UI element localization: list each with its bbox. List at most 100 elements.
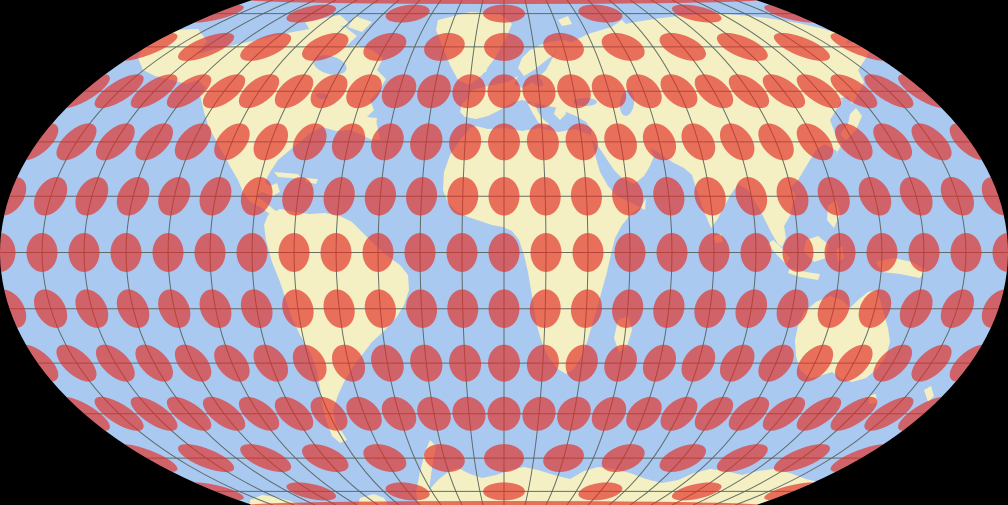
indicatrix-lat0n-lon-15: [446, 233, 478, 272]
indicatrix-lat15n-lon105: [776, 177, 809, 216]
indicatrix-lat45s-lon-135: [166, 396, 212, 431]
indicatrix-lat45n-lon-105: [238, 74, 280, 109]
indicatrix-lat30n-lon-75: [292, 123, 327, 161]
indicatrix-lat45s-lon-90: [274, 396, 314, 431]
indicatrix-lat30s-lon-105: [214, 344, 250, 382]
land-arctic-islands-2: [348, 16, 372, 32]
indicatrix-lat60n-lon60: [601, 32, 645, 61]
indicatrix-lat15s-lon135: [858, 289, 892, 329]
indicatrix-lat30n-lon-30: [410, 123, 443, 161]
indicatrix-lat15s-lon-120: [158, 289, 191, 329]
indicatrix-lat45s-lon120: [762, 396, 806, 431]
land-antarctica-main: [416, 440, 882, 505]
indicatrix-lat0n-lon150: [908, 233, 940, 272]
indicatrix-lat15n-lon165: [940, 177, 975, 216]
indicatrix-lat60n-lon-120: [240, 32, 292, 61]
indicatrix-lat15s-lon-60: [323, 289, 355, 329]
indicatrix-lat45n-lon135: [796, 74, 842, 109]
indicatrix-lat30s-lon30: [565, 344, 598, 382]
lake-hudson-bay: [313, 55, 347, 75]
indicatrix-lat30n-lon-120: [174, 123, 212, 161]
indicatrix-lat60s-lon-120: [240, 444, 292, 473]
indicatrix-lat45s-lon135: [796, 396, 842, 431]
indicatrix-lat45s-lon30: [557, 396, 591, 431]
indicatrix-lat75n-lon-60: [385, 4, 430, 23]
indicatrix-lat60s-lon-150: [178, 444, 235, 473]
indicatrix-lat60s-lon-60: [363, 444, 407, 473]
indicatrix-lat45n-lon-15: [452, 74, 486, 109]
indicatrix-lat15s-lon60: [653, 289, 685, 329]
indicatrix-lat15n-lon15: [529, 177, 561, 216]
indicatrix-lat45s-lon-60: [346, 396, 382, 431]
indicatrix-lat30n-lon-60: [331, 123, 366, 161]
indicatrix-lat0n-lon15: [530, 233, 562, 272]
indicatrix-lat30s-lon165: [911, 344, 952, 382]
indicatrix-lat0n-lon-135: [110, 233, 142, 272]
land-uk: [478, 52, 490, 74]
indicatrix-lat0n-lon-120: [152, 233, 184, 272]
indicatrix-lat75s-lon0: [483, 482, 525, 501]
indicatrix-lat0n-lon-60: [320, 233, 352, 272]
indicatrix-lat30s-lon150: [873, 344, 913, 382]
indicatrix-lat45n-lon-60: [346, 74, 382, 109]
indicatrix-lat45n-lon90: [694, 74, 734, 109]
indicatrix-lat45n-lon-75: [310, 74, 348, 109]
indicatrix-lat15n-lon-120: [158, 177, 191, 216]
indicatrix-lat45s-lon-165: [94, 396, 144, 431]
indicatrix-lat60n-lon-90: [302, 32, 349, 61]
indicatrix-lat15s-lon-150: [75, 289, 109, 329]
indicatrix-lat0n-lon75: [698, 233, 730, 272]
indicatrix-lat30s-lon105: [758, 344, 794, 382]
meridian--105: [209, 0, 358, 505]
indicatrix-lat30s-lon-15: [449, 344, 482, 382]
indicatrix-lat30s-lon135: [835, 344, 873, 382]
indicatrix-lat60n-lon0: [484, 32, 524, 61]
indicatrix-lat60n-lon120: [716, 32, 768, 61]
indicatrix-lat60s-lon30: [543, 444, 584, 473]
indicatrix-lat30n-lon75: [681, 123, 716, 161]
indicatrix-lat0n-lon180: [992, 233, 1008, 272]
indicatrix-lat45n-lon-45: [381, 74, 417, 109]
indicatrix-lat60s-lon-30: [424, 444, 465, 473]
indicatrix-lat0n-lon30: [572, 233, 604, 272]
indicatrix-lat30n-lon60: [642, 123, 677, 161]
land-novaya-zemlya: [610, 20, 628, 34]
indicatrix-lat30s-lon60: [642, 344, 677, 382]
indicatrix-lat60n-lon-60: [363, 32, 407, 61]
indicatrix-lat15s-lon30: [570, 289, 602, 329]
indicatrix-lat45n-lon-30: [417, 74, 451, 109]
land-greece: [554, 106, 566, 120]
indicatrix-lat15s-lon-90: [240, 289, 273, 329]
indicatrix-lat60n-lon90: [659, 32, 706, 61]
indicatrix-lat15s-lon45: [612, 289, 644, 329]
indicatrix-lat30s-lon75: [681, 344, 716, 382]
indicatrix-lat45n-lon150: [830, 74, 878, 109]
indicatrix-lat15n-lon-105: [199, 177, 232, 216]
indicatrix-lat30n-lon150: [873, 123, 913, 161]
indicatrix-lat15n-lon-90: [240, 177, 273, 216]
indicatrix-lat30s-lon-30: [410, 344, 443, 382]
indicatrix-lat0n-lon45: [614, 233, 646, 272]
indicatrix-lat30s-lon-90: [253, 344, 289, 382]
indicatrix-lat45n-lon60: [626, 74, 662, 109]
indicatrix-lat45s-lon45: [591, 396, 627, 431]
indicatrix-lat15n-lon-165: [33, 177, 68, 216]
indicatrix-lat0n-lon60: [656, 233, 688, 272]
indicatrix-south-pole-strip: [248, 501, 760, 505]
indicatrix-lat75s-lon60: [578, 482, 623, 501]
indicatrix-lat30s-lon90: [719, 344, 755, 382]
indicatrix-lat15n-lon-75: [282, 177, 314, 216]
indicatrix-lat30n-lon-90: [253, 123, 289, 161]
indicatrix-lat15s-lon0: [488, 289, 520, 328]
indicatrix-lat30n-lon-105: [214, 123, 250, 161]
indicatrix-lat30n-lon-135: [135, 123, 173, 161]
indicatrix-lat45n-lon-150: [130, 74, 178, 109]
indicatrix-lat45n-lon120: [762, 74, 806, 109]
indicatrix-lat45s-lon-30: [417, 396, 451, 431]
indicatrix-lat30n-lon120: [796, 123, 834, 161]
indicatrix-lat45n-lon45: [591, 74, 627, 109]
indicatrix-lat30s-lon-150: [95, 344, 135, 382]
land-svalbard: [558, 16, 572, 26]
